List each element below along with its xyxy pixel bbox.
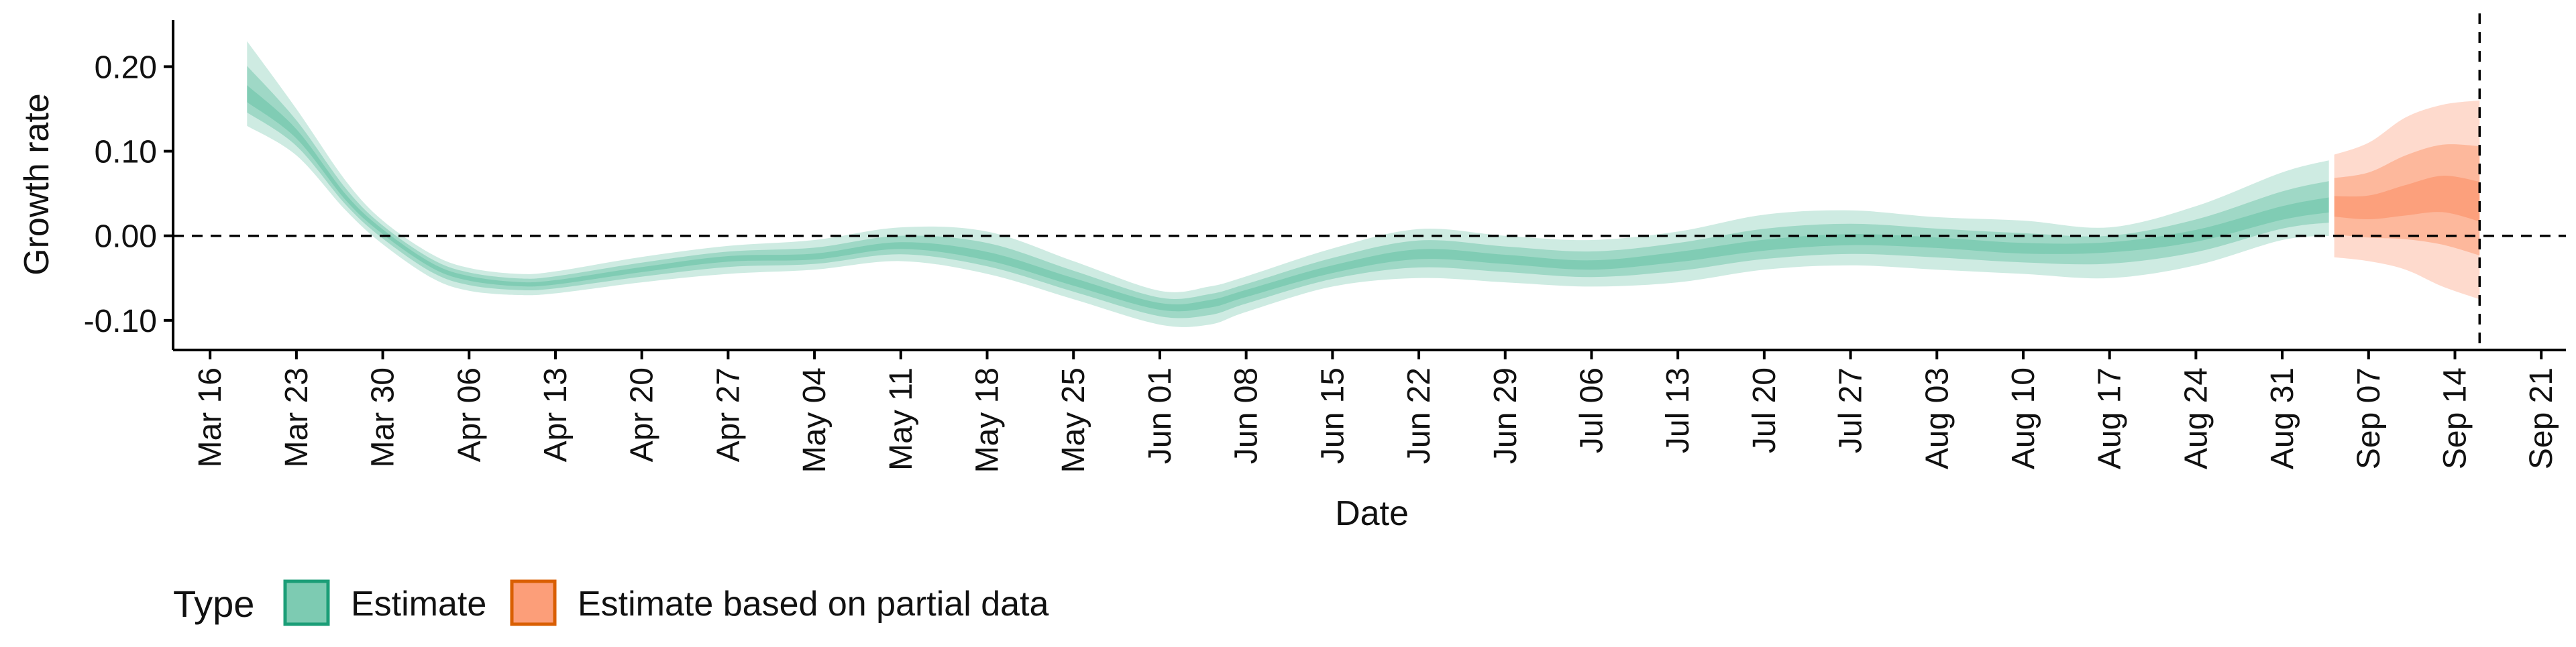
x-axis-title: Date (1335, 494, 1409, 533)
y-tick-label: -0.10 (84, 304, 157, 339)
legend-swatch-estimate (283, 579, 330, 626)
x-tick-label: Mar 23 (279, 367, 315, 467)
x-tick-label: Jun 01 (1142, 367, 1178, 464)
y-tick-label: 0.20 (95, 50, 157, 85)
x-tick-label: Aug 10 (2006, 367, 2041, 469)
x-tick-label: Jul 06 (1574, 367, 1610, 453)
reference-lines (173, 13, 2566, 350)
x-tick-label: Jun 08 (1229, 367, 1265, 464)
estimate-based-on-partial-data-band-20 (2331, 176, 2480, 222)
estimate-lines (2328, 20, 2334, 323)
x-tick-label: May 04 (797, 367, 833, 473)
x-tick-label: Jul 27 (1833, 367, 1869, 453)
x-tick-label: May 25 (1056, 367, 1091, 473)
y-axis-title: Growth rate (17, 93, 56, 276)
axes: 0.20 0.10 0.00 -0.10 Mar 16 Mar 23 Mar 30 Apr 0… (84, 20, 2566, 473)
x-tick-label: Jul 20 (1747, 367, 1782, 453)
uncertainty-bands (247, 41, 2480, 327)
x-tick-label: Jun 29 (1488, 367, 1523, 464)
x-tick-label: Sep 21 (2524, 367, 2559, 469)
x-tick-label: Jul 13 (1660, 367, 1696, 453)
x-tick-label: Aug 17 (2092, 367, 2128, 469)
x-tick-label: Apr 13 (538, 367, 574, 462)
x-tick-label: Jun 22 (1401, 367, 1437, 464)
legend-title: Type (173, 583, 254, 625)
legend-label-partial-estimate: Estimate based on partial data (578, 585, 1049, 624)
partial-data-gap (2328, 20, 2334, 323)
x-tick-label: Apr 06 (451, 367, 487, 462)
legend: Type Estimate Estimate based on partial … (173, 579, 1049, 626)
x-tick-label: Jun 15 (1315, 367, 1350, 464)
x-tick-label: Mar 16 (193, 367, 228, 467)
y-tick-label: 0.00 (95, 219, 157, 255)
y-tick-label: 0.10 (95, 135, 157, 170)
x-tick-label: Sep 07 (2351, 367, 2387, 469)
x-tick-label: Apr 27 (710, 367, 746, 462)
x-tick-label: Aug 03 (1919, 367, 1955, 469)
x-tick-label: May 18 (970, 367, 1006, 473)
legend-swatch-partial-estimate (510, 579, 557, 626)
x-tick-label: Sep 14 (2438, 367, 2473, 469)
legend-label-estimate: Estimate (351, 585, 486, 624)
x-tick-label: Apr 20 (625, 367, 660, 462)
x-tick-label: Aug 24 (2178, 367, 2214, 469)
x-tick-label: May 11 (883, 367, 919, 471)
x-tick-label: Mar 30 (366, 367, 401, 467)
x-tick-label: Aug 31 (2265, 367, 2300, 469)
